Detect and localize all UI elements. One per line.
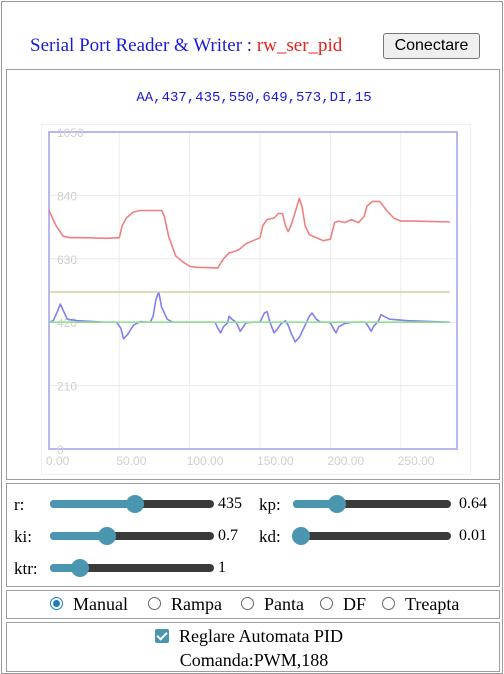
radio-treapta-label[interactable]: Treapta — [405, 594, 460, 614]
chart-background — [41, 124, 471, 475]
slider-ki-track[interactable] — [50, 527, 214, 545]
y-tick-label: 630 — [57, 253, 77, 267]
y-tick-label: 840 — [57, 189, 77, 203]
slider-kd-value: 0.01 — [459, 527, 487, 544]
pid-panel: Reglare Automata PID Comanda:PWM,188 — [6, 622, 500, 672]
pid-checkbox-label[interactable]: Reglare Automata PID — [179, 626, 343, 646]
slider-ktr-value: 1 — [218, 559, 226, 576]
slider-ktr-label: ktr: — [14, 559, 38, 578]
mode-radio-group: Manual Rampa Panta DF Treapta — [6, 590, 500, 619]
x-tick-label: 150.00 — [257, 454, 294, 468]
slider-kp-fill — [293, 500, 338, 508]
slider-kp-value: 0.64 — [459, 495, 487, 512]
x-tick-label: 100.00 — [187, 454, 224, 468]
slider-r-fill — [50, 500, 136, 508]
y-tick-label: 1050 — [57, 126, 84, 140]
x-tick-label: 250.00 — [398, 454, 435, 468]
slider-ki-label: ki: — [14, 527, 32, 546]
y-tick-label: 210 — [57, 380, 77, 394]
x-tick-label: 200.00 — [327, 454, 364, 468]
serial-data-line: AA,437,435,550,649,573,DI,15 — [136, 90, 372, 106]
chart-panel: AA,437,435,550,649,573,DI,15 0 210 420 630 8… — [6, 69, 500, 480]
slider-ki-value: 0.7 — [218, 527, 238, 544]
slider-ktr-fill — [50, 564, 80, 572]
slider-panel: r: 435 kp: 0.64 ki: 0.7 kd: 0.01 ktr: 1 — [6, 483, 500, 587]
slider-kd-track[interactable] — [291, 527, 451, 545]
radio-manual[interactable] — [50, 597, 63, 610]
radio-df-label[interactable]: DF — [343, 594, 367, 614]
connect-button[interactable]: Conectare — [383, 33, 480, 59]
title-prefix: Serial Port Reader & Writer : — [30, 35, 257, 56]
radio-treapta[interactable] — [382, 597, 395, 610]
radio-manual-label[interactable]: Manual — [73, 594, 128, 614]
header: Serial Port Reader & Writer : rw_ser_pid… — [2, 2, 502, 69]
slider-kp-label: kp: — [259, 495, 281, 514]
slider-r-track[interactable] — [50, 495, 214, 513]
radio-panta-label[interactable]: Panta — [264, 594, 304, 614]
radio-df[interactable] — [320, 597, 333, 610]
slider-r-label: r: — [14, 495, 25, 514]
command-readout: Comanda:PWM,188 — [179, 650, 329, 670]
slider-kp-track[interactable] — [293, 495, 451, 513]
slider-ki-thumb[interactable] — [98, 527, 117, 545]
title-program-name: rw_ser_pid — [256, 35, 343, 56]
radio-panta[interactable] — [241, 597, 254, 610]
slider-r-value: 435 — [218, 495, 242, 512]
slider-r-thumb[interactable] — [126, 495, 145, 513]
pid-checkbox[interactable] — [155, 629, 169, 643]
x-tick-label: 0.00 — [46, 454, 70, 468]
x-tick-label: 50.00 — [116, 454, 146, 468]
slider-ki-fill — [50, 532, 108, 540]
slider-kd-thumb[interactable] — [291, 527, 310, 545]
slider-kp-thumb[interactable] — [328, 495, 347, 513]
slider-kd-label: kd: — [259, 527, 281, 546]
page-title: Serial Port Reader & Writer : rw_ser_pid — [30, 35, 342, 57]
slider-ktr-thumb[interactable] — [70, 559, 89, 577]
slider-ktr-track[interactable] — [50, 559, 214, 577]
radio-rampa-label[interactable]: Rampa — [171, 594, 222, 614]
y-tick-label: 0 — [57, 443, 64, 457]
radio-rampa[interactable] — [148, 597, 161, 610]
plot-border — [48, 131, 458, 450]
series-line-0 — [48, 197, 451, 269]
